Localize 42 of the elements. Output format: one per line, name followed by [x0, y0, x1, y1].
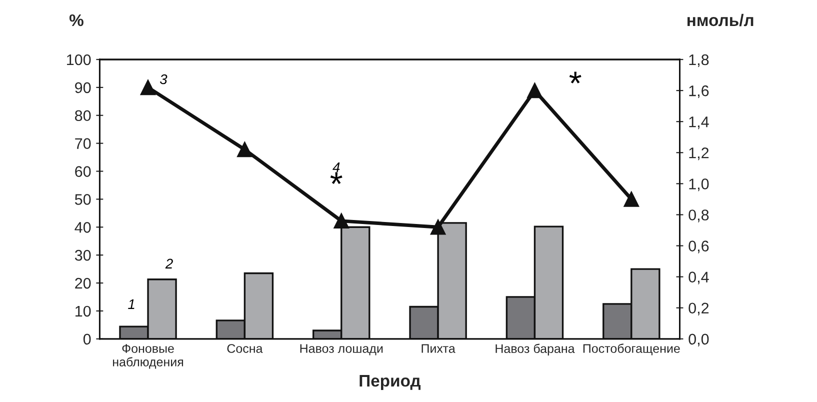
y-tick-label: 90: [75, 82, 91, 94]
y-tick-label: 30: [74, 250, 91, 261]
y-tick-label: 20: [75, 278, 91, 289]
annotation: *: [330, 172, 342, 184]
y-tick-label: 40: [74, 222, 91, 233]
y2-tick-label: 0,6: [688, 240, 709, 254]
y-tick-label: 70: [75, 138, 91, 149]
y-axis-title: %: [69, 14, 84, 26]
annotation: 4: [332, 162, 340, 172]
point: [140, 80, 156, 96]
y2-tick-label: 0,8: [688, 210, 709, 222]
x-tick-label: Пихта: [422, 344, 456, 353]
y2-tick-label: 1,2: [689, 147, 709, 160]
y-tick-label: 100: [67, 54, 91, 66]
point: [430, 219, 446, 235]
y2-tick-label: 1,6: [689, 85, 709, 98]
y-tick-label: 60: [75, 166, 91, 177]
y2-tick-label: 1,4: [689, 116, 709, 130]
point: [334, 213, 350, 229]
annotation: 1: [128, 299, 134, 309]
y-tick-label: 10: [76, 306, 91, 317]
y-tick-label: 0: [83, 334, 91, 345]
annotation: 2: [165, 258, 173, 268]
annotation: *: [569, 72, 582, 84]
y2-tick-label: 1,8: [689, 54, 709, 67]
x-tick-label: Навоз лошади: [300, 344, 383, 356]
point: [527, 82, 542, 98]
annotation: 3: [160, 74, 168, 84]
point: [237, 142, 252, 158]
y2-tick-label: 0,2: [688, 302, 709, 316]
y2-axis-title: нмоль/л: [688, 14, 754, 26]
x-axis-title: Период: [360, 375, 421, 390]
y-tick-label: 50: [74, 194, 91, 205]
x-tick-label: Сосна: [227, 344, 263, 353]
y2-tick-label: 1,0: [689, 178, 709, 192]
y-tick-label: 80: [75, 110, 91, 122]
point: [624, 192, 640, 207]
x-tick-label: Навоз барана: [496, 344, 575, 356]
y2-tick-label: 0,0: [688, 334, 709, 346]
y2-tick-label: 0,4: [688, 272, 709, 284]
x-tick-label: Фоновые наблюдения: [113, 344, 184, 369]
x-tick-label: Постобогащение: [583, 344, 680, 356]
